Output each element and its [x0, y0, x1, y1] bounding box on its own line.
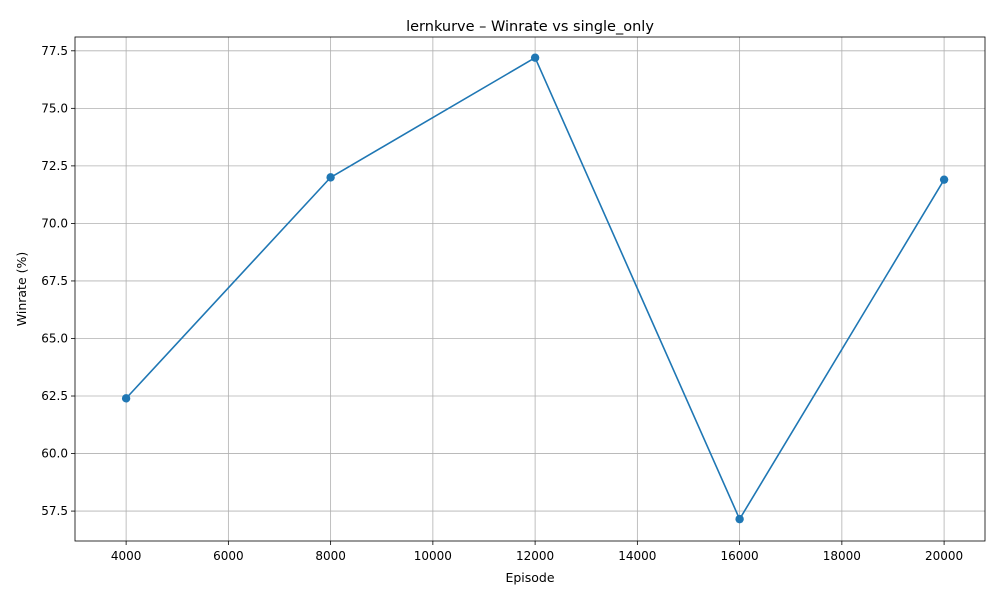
x-tick-label: 16000	[721, 549, 759, 563]
x-tick-label: 10000	[414, 549, 452, 563]
data-point	[530, 53, 540, 62]
y-tick-label: 70.0	[41, 216, 68, 230]
y-tick-label: 65.0	[41, 331, 68, 345]
plot-frame	[74, 36, 986, 542]
y-axis-label: Winrate (%)	[14, 252, 29, 326]
x-tick-label: 12000	[516, 549, 554, 563]
x-tick-label: 4000	[111, 549, 142, 563]
y-tick-label: 62.5	[41, 389, 68, 403]
grid-lines	[75, 37, 985, 541]
chart-title: lernkurve – Winrate vs single_only	[406, 19, 654, 35]
x-tick-label: 8000	[315, 549, 346, 563]
y-tick-label: 67.5	[41, 274, 68, 288]
data-point	[735, 514, 744, 524]
y-tick-label: 72.5	[41, 159, 68, 173]
series-layer	[121, 53, 949, 524]
y-axis-ticks: 57.5 60.0 62.5 65.0 67.5 70.0 72.5 75.0 77.5	[41, 44, 75, 518]
x-axis-ticks: 4000 6000 8000 10000 12000 14000 16000 18000 200…	[111, 541, 963, 563]
x-axis-label: Episode	[505, 570, 554, 585]
y-tick-label: 75.0	[41, 101, 68, 115]
x-tick-label: 18000	[823, 549, 861, 563]
y-tick-label: 57.5	[41, 504, 68, 518]
x-tick-label: 20000	[925, 549, 963, 563]
data-point	[326, 173, 335, 182]
data-point	[939, 175, 949, 184]
y-tick-label: 60.0	[41, 447, 68, 461]
x-tick-label: 6000	[213, 549, 244, 563]
x-tick-label: 14000	[618, 549, 656, 563]
data-point	[121, 394, 131, 403]
y-tick-label: 77.5	[41, 44, 68, 58]
